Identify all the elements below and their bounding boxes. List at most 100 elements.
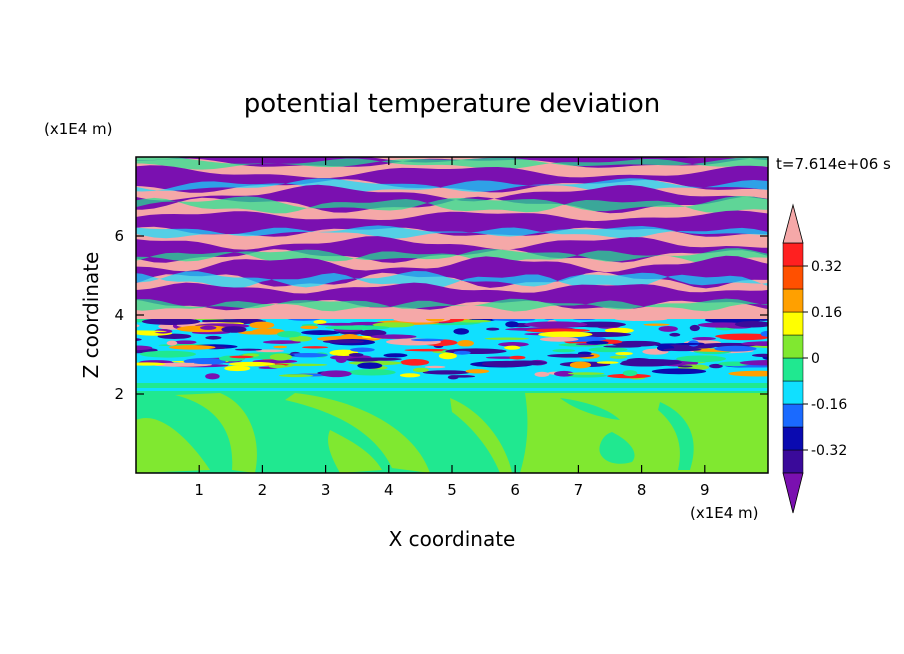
mixing-streak xyxy=(136,345,153,351)
mixing-streak xyxy=(287,352,328,358)
mixing-streak xyxy=(346,357,380,362)
y-tick-label: 4 xyxy=(114,306,124,324)
mixing-streak xyxy=(741,341,768,347)
mixing-streak xyxy=(139,350,197,358)
time-label: t=7.614e+06 s xyxy=(776,155,891,173)
mixing-streak xyxy=(603,345,642,348)
mixing-streak xyxy=(643,323,670,326)
mixing-streak xyxy=(300,325,319,330)
mixing-streak xyxy=(335,356,347,363)
mixing-streak xyxy=(465,369,490,374)
colorbar-segment xyxy=(782,265,804,290)
lower-layer-patches xyxy=(136,393,768,473)
mixing-streak xyxy=(621,358,682,366)
y-tick-label: 2 xyxy=(114,385,124,403)
mixing-streak xyxy=(569,361,592,369)
mixing-streak xyxy=(677,365,693,368)
mixing-streak xyxy=(709,363,723,369)
mixing-streak xyxy=(166,340,178,346)
mixing-streak xyxy=(141,318,201,325)
mixing-streak xyxy=(604,327,634,334)
x-tick-label: 2 xyxy=(258,481,268,499)
mixing-streak xyxy=(547,353,595,358)
mixing-streak xyxy=(714,345,757,352)
mixing-streak xyxy=(453,350,471,355)
mixing-streak xyxy=(526,328,590,333)
mixing-streak xyxy=(205,335,222,340)
mixing-streak xyxy=(410,338,444,342)
mixing-streak xyxy=(234,348,263,351)
mixing-streak xyxy=(322,339,365,344)
y-axis-label: Z coordinate xyxy=(79,252,103,379)
mixing-streak xyxy=(320,370,352,378)
colorbar-label: 0 xyxy=(811,351,820,367)
mixing-streak xyxy=(400,359,430,366)
mixing-streak xyxy=(422,370,470,375)
x-tick-label: 6 xyxy=(510,481,520,499)
mixing-streak xyxy=(689,324,700,332)
mixing-streak xyxy=(563,373,608,378)
mixing-streak xyxy=(399,373,421,378)
mixing-streak xyxy=(255,349,285,353)
mixing-streak xyxy=(612,340,661,347)
mixing-streak xyxy=(771,317,782,320)
x-axis-label: X coordinate xyxy=(389,527,516,551)
band-edge xyxy=(136,225,768,239)
mixing-streak xyxy=(438,352,457,360)
mixing-streak xyxy=(424,365,446,369)
mixing-streak xyxy=(728,370,768,377)
colorbar-segment xyxy=(782,449,804,474)
mixing-streak xyxy=(136,330,167,333)
mixing-streak xyxy=(554,370,575,377)
mixing-streak xyxy=(586,340,609,345)
colorbar-segment xyxy=(782,288,804,313)
mixing-streak xyxy=(673,342,705,345)
mixing-streak xyxy=(651,368,707,375)
mixing-streak xyxy=(224,365,251,372)
colorbar-label: -0.32 xyxy=(811,443,847,459)
colorbar-segment xyxy=(782,242,804,267)
mixing-streak xyxy=(609,355,628,359)
mixing-streak xyxy=(491,318,536,322)
x-tick-label: 4 xyxy=(384,481,394,499)
colorbar-label: -0.16 xyxy=(811,397,847,413)
x-tick-label: 3 xyxy=(321,481,331,499)
mixing-streak xyxy=(524,321,588,328)
mixing-streak xyxy=(136,362,166,366)
colorbar-label: 0.32 xyxy=(811,259,842,275)
band-edge xyxy=(136,271,768,289)
mixing-streak xyxy=(622,370,638,377)
mixing-streak xyxy=(289,335,313,342)
mixing-streak xyxy=(404,348,452,352)
mixing-streak xyxy=(636,359,649,365)
mixing-streak xyxy=(174,340,197,345)
mixing-streak xyxy=(277,331,302,338)
mixing-streak xyxy=(505,321,519,328)
colorbar-under-triangle xyxy=(782,472,804,514)
mixing-streak xyxy=(751,353,768,357)
x-tick-label: 9 xyxy=(700,481,710,499)
mixing-streak xyxy=(692,337,716,341)
mixing-streak xyxy=(588,347,628,353)
mixing-zone-streaks xyxy=(103,315,782,380)
colorbar-segment xyxy=(782,357,804,382)
x-tick-label: 7 xyxy=(574,481,584,499)
mixing-streak xyxy=(455,319,492,323)
mixing-streak xyxy=(262,340,301,344)
mixing-streak xyxy=(739,360,768,366)
colorbar-segment xyxy=(782,334,804,359)
mixing-streak xyxy=(596,361,619,364)
mixing-streak xyxy=(269,353,293,361)
mixing-streak xyxy=(348,353,364,357)
chart-title: potential temperature deviation xyxy=(244,89,660,119)
mixing-streak xyxy=(325,325,390,330)
mixing-streak xyxy=(615,351,633,356)
negative-band xyxy=(136,157,768,168)
y-axis-ticks: 2 4 6 xyxy=(114,227,768,403)
mixing-streak xyxy=(449,375,476,378)
colorbar-segment xyxy=(782,311,804,336)
mixing-streak xyxy=(205,373,220,380)
mixing-streak xyxy=(103,344,133,349)
mixing-streak xyxy=(484,337,530,340)
